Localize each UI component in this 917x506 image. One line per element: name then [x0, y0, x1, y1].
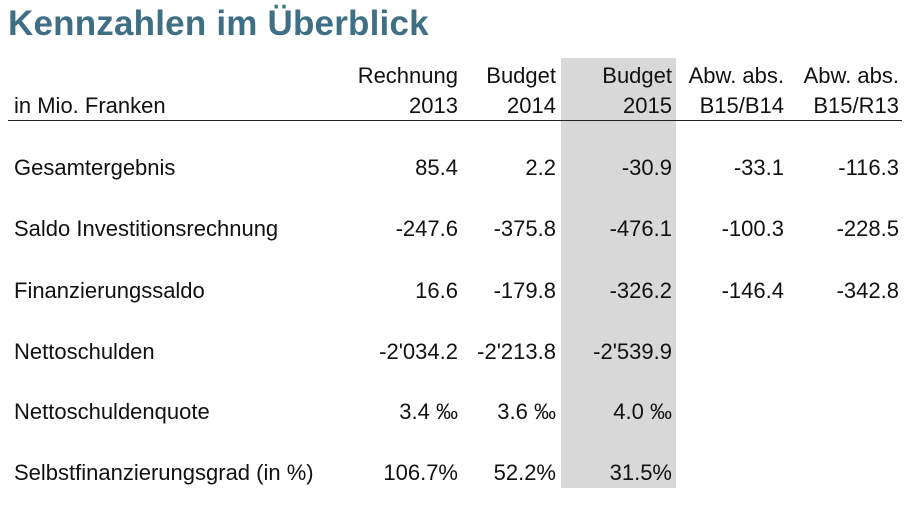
column-header-line1: Budget — [602, 63, 672, 88]
table-cell: -342.8 — [836, 278, 899, 303]
table-cell: 106.7% — [383, 460, 458, 485]
row-label: Selbstfinanzierungsgrad (in %) — [14, 460, 314, 485]
table-cell: 2.2 — [525, 155, 556, 180]
table-cell: -33.1 — [733, 155, 784, 180]
column-header-line2: B15/R13 — [813, 93, 899, 118]
row-label: Finanzierungssaldo — [14, 278, 205, 303]
column-header-line2: 2015 — [623, 93, 672, 118]
table-cell: -146.4 — [721, 278, 784, 303]
table-cell: -116.3 — [838, 155, 899, 180]
column-header-line1: Abw. abs. — [688, 63, 784, 88]
table-cell: 3.6 ‰ — [497, 399, 556, 424]
table-cell: -228.5 — [836, 216, 899, 241]
table-cell: 4.0 ‰ — [613, 399, 672, 424]
table-cell: -476.1 — [609, 216, 672, 241]
row-label: Nettoschulden — [14, 339, 155, 364]
row-label: Nettoschuldenquote — [14, 399, 210, 424]
column-header-line2: 2013 — [409, 93, 458, 118]
table-cell: 85.4 — [415, 155, 458, 180]
table-cell: -375.8 — [493, 216, 556, 241]
header-rule — [8, 120, 902, 121]
table-cell: -100.3 — [721, 216, 784, 241]
table-cell: -30.9 — [621, 155, 672, 180]
table-cell: 3.4 ‰ — [399, 399, 458, 424]
table-cell: -2'539.9 — [593, 339, 672, 364]
column-header-line1: Rechnung — [357, 63, 458, 88]
page-title: Kennzahlen im Überblick — [8, 4, 429, 43]
column-header-line1: Budget — [486, 63, 556, 88]
table-cell: -2'034.2 — [379, 339, 458, 364]
unit-label: in Mio. Franken — [14, 93, 166, 118]
column-header-line2: 2014 — [507, 93, 556, 118]
row-label: Gesamtergebnis — [14, 155, 176, 180]
table-cell: -179.8 — [493, 278, 556, 303]
column-header-line2: B15/B14 — [699, 93, 784, 118]
row-label: Saldo Investitionsrechnung — [14, 216, 279, 241]
table-cell: -247.6 — [395, 216, 458, 241]
table-cell: -326.2 — [609, 278, 672, 303]
table-cell: 31.5% — [609, 460, 672, 485]
column-header-line1: Abw. abs. — [803, 63, 899, 88]
table-cell: 16.6 — [415, 278, 458, 303]
table-cell: -2'213.8 — [477, 339, 556, 364]
table-cell: 52.2% — [493, 460, 556, 485]
budget-2015-highlight — [561, 58, 676, 488]
